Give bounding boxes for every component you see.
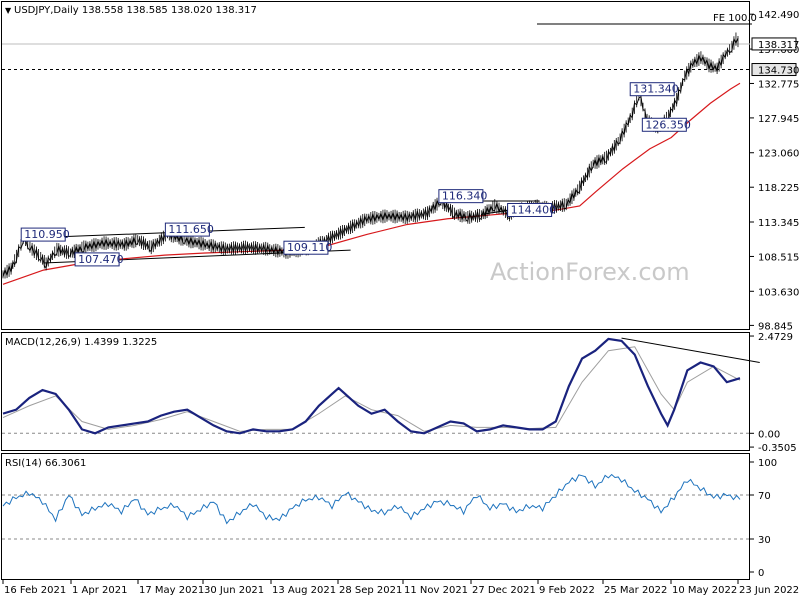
level-label-box [438,189,484,204]
price-y-tick-label: 127.945 [758,114,799,125]
rsi-y-tick-label: 30 [758,535,771,546]
level-label-text: 109.110 [287,241,333,254]
price-y-tick-label: 142.490 [758,10,799,21]
rsi-panel [1,453,750,580]
x-tick-label: 1 Apr 2021 [72,585,127,596]
price-y-tick-label: 103.630 [758,287,799,298]
current-price-box [751,37,797,51]
level-label-box [641,117,687,132]
macd-y-axis: 2.4729 0.00 -0.3505 [2,332,797,454]
price-y-tick-label: 98.845 [758,321,793,332]
price-panel [1,1,750,330]
level-label-box [74,252,120,267]
x-tick-label: 11 Nov 2021 [404,585,468,596]
x-tick-label: 27 Dec 2021 [472,585,536,596]
rsi-y-tick-label: 0 [758,568,764,579]
x-tick-label: 16 Feb 2021 [4,585,66,596]
date-x-axis: 16 Feb 2021 1 Apr 2021 17 May 2021 30 Jun 2… [2,580,799,596]
rsi-y-tick-label: 100 [758,458,777,469]
macd-series-layer [2,337,760,435]
price-y-tick-label: 108.515 [758,252,799,263]
price-y-tick-label: 118.225 [758,183,799,194]
x-tick-label: 28 Sep 2021 [339,585,402,596]
x-tick-label: 23 Jun 2022 [739,585,799,596]
price-line [2,37,739,278]
level-label-text: 114.400 [511,203,556,216]
level-label-box [164,222,210,237]
support-box [751,63,797,77]
dropdown-triangle-icon[interactable]: ▼ [5,6,12,15]
macd-line [2,337,741,435]
level-labels: 110.950 107.470 111.650 109.110 116.340 114.4… [20,82,691,267]
price-y-axis: 142.490 137.600 132.775 127.945 123.060 118.2… [750,10,799,332]
level-label-box [283,240,329,255]
x-tick-label: 13 Aug 2021 [272,585,336,596]
level-label-box [20,227,66,242]
current-price-text: 138.317 [758,40,799,51]
rsi-series-layer [2,473,741,525]
level-label-text: 111.650 [168,223,214,236]
price-y-tick-label: 123.060 [758,149,799,160]
level-label-text: 126.350 [645,118,691,131]
level-label-box [507,202,553,217]
price-y-tick-label: 113.345 [758,218,799,229]
level-label-text: 107.470 [78,253,124,266]
macd-y-tick-label: -0.3505 [758,443,797,454]
support-text: 134.730 [758,66,799,77]
macd-y-tick-label: 2.4729 [758,332,793,343]
macd-signal-line [2,346,741,432]
watermark: ActionForex.com [490,258,690,286]
macd-panel [1,332,750,451]
macd-header: MACD(12,26,9) 1.4399 1.3225 [5,337,157,348]
level-label-text: 110.950 [24,228,70,241]
rsi-y-tick-label: 70 [758,491,771,502]
level-label-text: 116.340 [442,190,488,203]
fe-label: FE 100.0 [713,13,757,24]
price-header: USDJPY,Daily 138.558 138.585 138.020 138… [14,5,257,16]
x-tick-label: 10 May 2022 [672,585,737,596]
rsi-header: RSI(14) 66.3061 [5,458,86,469]
macd-divergence-line [621,337,760,363]
x-tick-label: 25 Mar 2022 [604,585,667,596]
rsi-y-axis: 100 70 30 0 [2,458,777,579]
macd-y-tick-label: 0.00 [758,429,780,440]
level-label-box [629,82,675,97]
x-tick-label: 9 Feb 2022 [539,585,595,596]
level-label-text: 131.340 [633,83,679,96]
price-y-tick-label: 132.775 [758,79,799,90]
price-y-tick-label: 137.600 [758,45,799,56]
rsi-line [2,473,741,525]
x-tick-label: 17 May 2021 [139,585,204,596]
x-tick-label: 30 Jun 2021 [204,585,264,596]
